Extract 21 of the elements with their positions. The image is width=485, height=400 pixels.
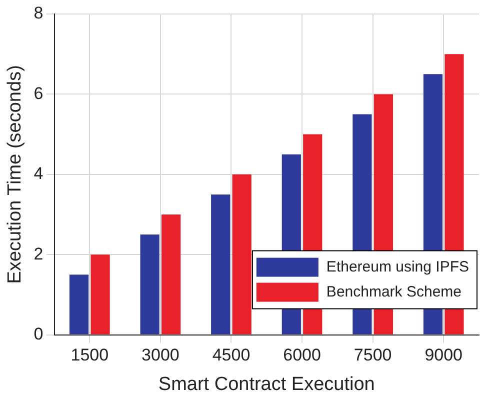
- y-tick-label: 8: [34, 4, 44, 23]
- y-axis-title: Execution Time (seconds): [4, 65, 26, 284]
- y-tick-label: 4: [34, 164, 44, 184]
- bar: [140, 234, 160, 334]
- x-tick-label: 3000: [142, 346, 180, 365]
- x-tick-label: 9000: [424, 346, 463, 365]
- bar: [69, 274, 89, 334]
- y-tick-label: 0: [34, 324, 44, 344]
- bar: [211, 194, 230, 334]
- legend-label: Benchmark Scheme: [326, 283, 462, 300]
- x-axis-title: Smart Contract Execution: [158, 374, 375, 395]
- bar: [232, 174, 252, 334]
- x-tick-label: 7500: [354, 346, 392, 365]
- x-tick-label: 1500: [70, 346, 109, 365]
- legend-label: Ethereum using IPFS: [326, 258, 470, 276]
- bar: [162, 214, 181, 334]
- y-tick-label: 2: [34, 244, 44, 264]
- y-tick-label: 6: [34, 84, 44, 103]
- bar: [90, 254, 110, 334]
- x-tick-label: 4500: [212, 346, 250, 365]
- x-tick-label: 6000: [283, 346, 321, 365]
